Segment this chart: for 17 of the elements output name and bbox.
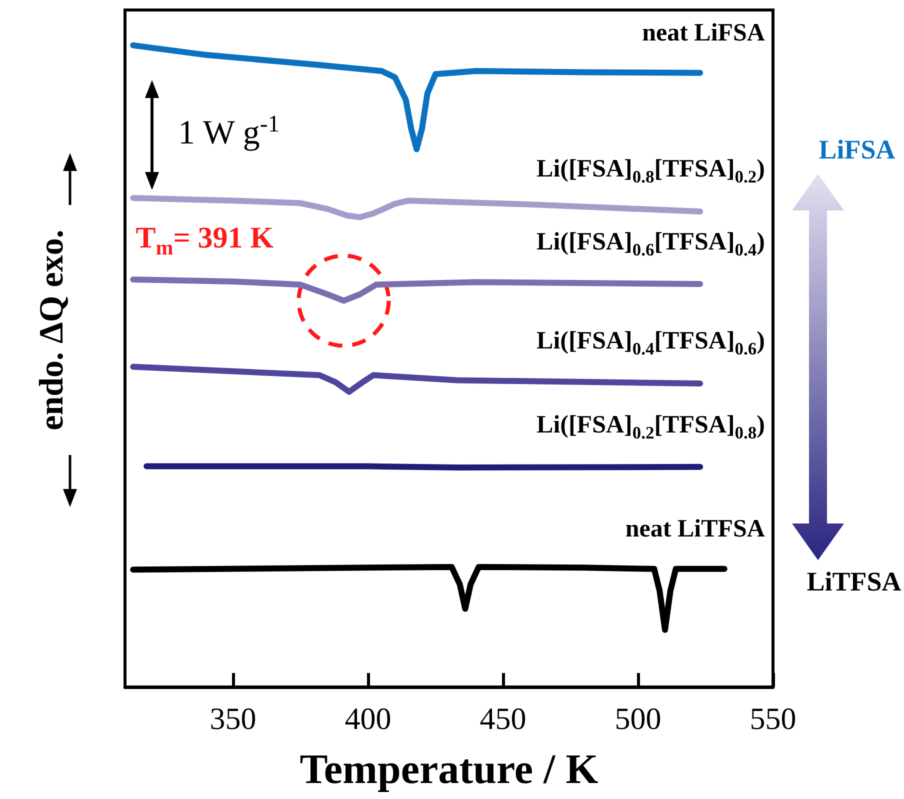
x-tick-label: 450 xyxy=(480,701,526,736)
x-tick-label: 550 xyxy=(750,701,796,736)
series-label: Li([FSA]$_{0.2}$[TFSA]$_{0.8}$) xyxy=(536,411,765,442)
series-label: neat LiFSA xyxy=(642,19,765,46)
series-label: Li([FSA]$_{0.4}$[TFSA]$_{0.6}$) xyxy=(536,328,765,359)
series-label: neat LiTFSA xyxy=(625,515,765,542)
y-axis-title: endo. ΔQ exo. xyxy=(34,230,70,430)
x-tick-label: 350 xyxy=(210,701,256,736)
x-axis-title: Temperature / K xyxy=(300,747,599,793)
text: LiTFSA xyxy=(806,566,902,596)
series-label: Li([FSA]$_{0.6}$[TFSA]$_{0.4}$) xyxy=(536,228,765,260)
annotation: T$_{m}$= 391 K xyxy=(136,221,274,260)
x-tick-label: 400 xyxy=(344,701,392,736)
text: LiFSA xyxy=(818,134,896,164)
x-tick-label: 500 xyxy=(614,701,662,736)
series-label: Li([FSA]$_{0.8}$[TFSA]$_{0.2}$) xyxy=(536,156,765,187)
annotation: 1 W g$^{-1}$ xyxy=(178,111,280,152)
